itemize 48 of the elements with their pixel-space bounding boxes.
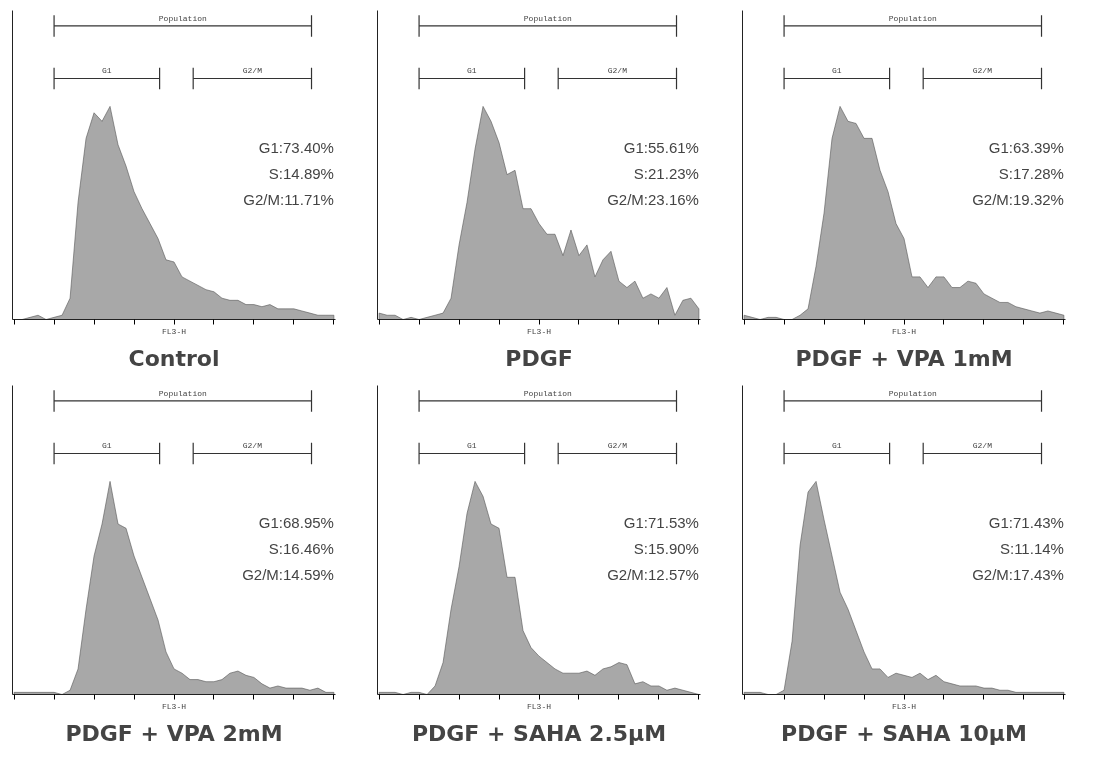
- annotation: S:15.90%: [633, 539, 699, 557]
- text: G2/M: [242, 441, 263, 451]
- text: Population: [888, 388, 937, 398]
- text: G1: [467, 441, 477, 451]
- text: G1: [102, 66, 112, 76]
- annotation: S:14.89%: [268, 164, 334, 182]
- x-axis-title: FL3-H: [527, 701, 552, 711]
- text: Population: [523, 13, 572, 23]
- annotation: G2/M:14.59%: [242, 566, 334, 584]
- annotation: G1:68.95%: [258, 513, 334, 531]
- annotation: S:11.14%: [999, 539, 1064, 557]
- annotation: G1:71.53%: [623, 513, 699, 531]
- annotation: G1:73.40%: [258, 138, 334, 156]
- x-axis-title: FL3-H: [892, 701, 917, 711]
- text: G2/M: [972, 441, 993, 451]
- text: PDGF: [505, 345, 573, 371]
- annotation: G2/M:17.43%: [972, 566, 1064, 584]
- text: Population: [888, 13, 937, 23]
- text: PDGF + VPA 1mM: [795, 345, 1013, 371]
- x-axis-title: FL3-H: [527, 326, 552, 336]
- x-axis-title: FL3-H: [892, 326, 917, 336]
- text: Control: [128, 345, 220, 371]
- annotation: G2/M:11.71%: [243, 191, 334, 209]
- annotation: G1:55.61%: [623, 138, 699, 156]
- x-axis-title: FL3-H: [162, 326, 187, 336]
- annotation: G1:71.43%: [988, 513, 1064, 531]
- x-axis-title: FL3-H: [162, 701, 187, 711]
- annotation: S:17.28%: [998, 164, 1064, 182]
- text: Population: [523, 388, 572, 398]
- text: G1: [467, 66, 477, 76]
- annotation: G2/M:19.32%: [972, 191, 1064, 209]
- text: Population: [158, 13, 207, 23]
- text: G2/M: [607, 441, 628, 451]
- text: G2/M: [972, 66, 993, 76]
- text: G2/M: [607, 66, 628, 76]
- text: G1: [102, 441, 112, 451]
- text: G1: [832, 66, 842, 76]
- annotation: G2/M:12.57%: [607, 566, 699, 584]
- text: G1: [832, 441, 842, 451]
- annotation: G1:63.39%: [988, 138, 1064, 156]
- text: PDGF + VPA 2mM: [65, 720, 283, 746]
- annotation: G2/M:23.16%: [607, 191, 699, 209]
- text: Population: [158, 388, 207, 398]
- annotation: S:16.46%: [268, 539, 334, 557]
- text: PDGF + SAHA 2.5μM: [411, 720, 667, 746]
- text: G2/M: [242, 66, 263, 76]
- annotation: S:21.23%: [633, 164, 699, 182]
- text: PDGF + SAHA 10μM: [781, 720, 1027, 746]
